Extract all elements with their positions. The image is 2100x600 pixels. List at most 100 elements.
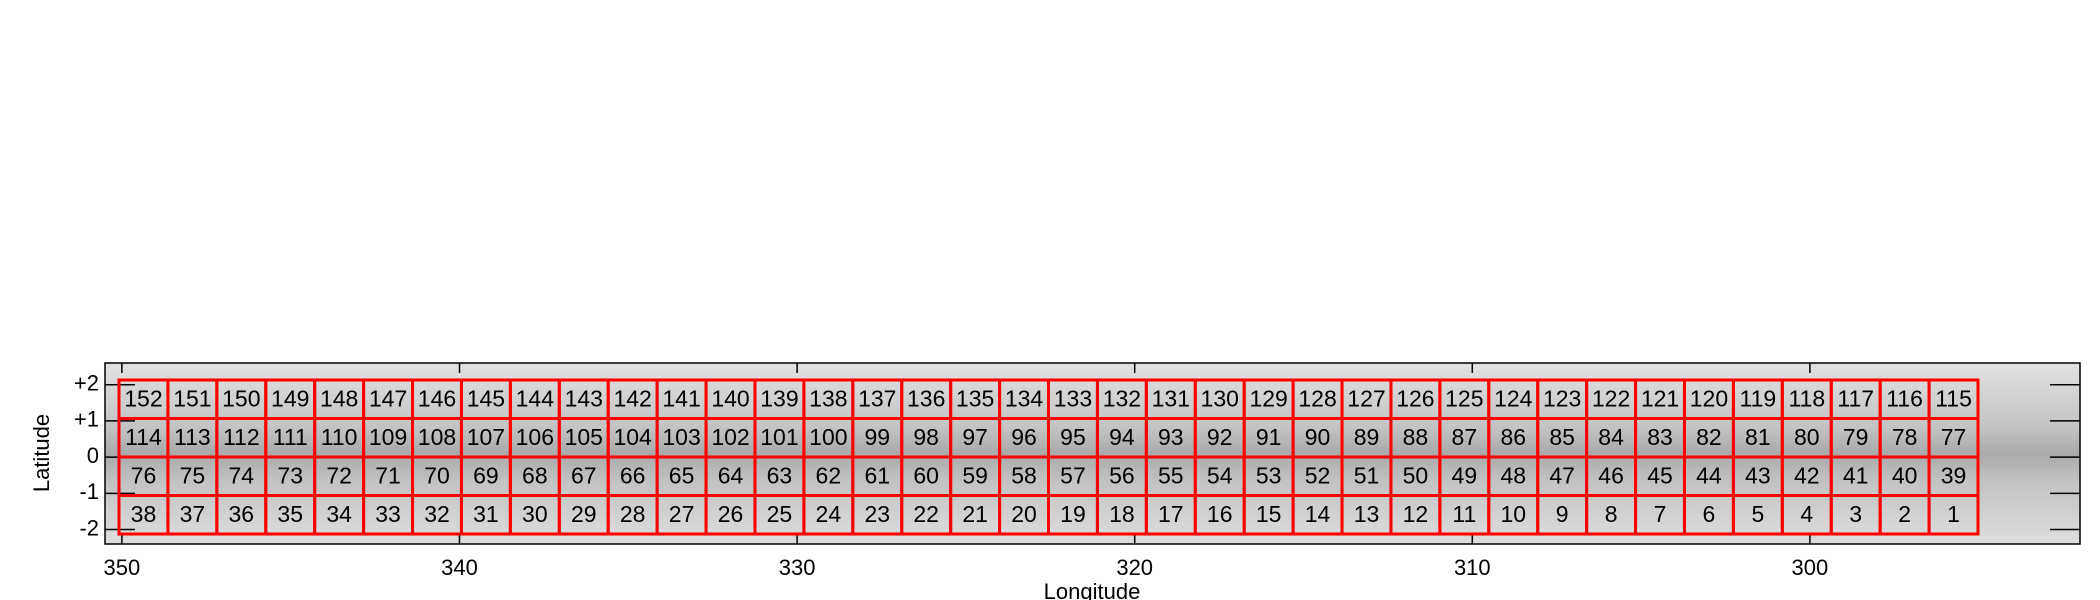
tile-number: 58 xyxy=(1011,462,1037,488)
tile-number: 132 xyxy=(1103,385,1141,411)
tile-number: 125 xyxy=(1445,385,1483,411)
tile-number: 134 xyxy=(1005,385,1044,411)
tile-number: 79 xyxy=(1843,424,1869,450)
tile-number: 109 xyxy=(369,424,407,450)
tile xyxy=(1927,494,1980,536)
tile-number: 83 xyxy=(1647,424,1673,450)
tile-number: 65 xyxy=(669,462,695,488)
y-tick-label: -1 xyxy=(79,479,99,504)
tile-number: 18 xyxy=(1109,501,1135,527)
x-tick-label: 340 xyxy=(441,555,478,580)
x-tick-label: 350 xyxy=(104,555,141,580)
tile-number: 105 xyxy=(565,424,603,450)
tile-number: 74 xyxy=(229,462,255,488)
tile-number: 43 xyxy=(1745,462,1771,488)
tile-number: 14 xyxy=(1305,501,1331,527)
tile-number: 133 xyxy=(1054,385,1092,411)
tile-number: 126 xyxy=(1396,385,1434,411)
tile-number: 88 xyxy=(1403,424,1429,450)
tile-number: 44 xyxy=(1696,462,1722,488)
tile-number: 20 xyxy=(1011,501,1037,527)
tile-number: 114 xyxy=(125,424,162,450)
tile-number: 148 xyxy=(320,385,358,411)
tile-number: 67 xyxy=(571,462,597,488)
tile-number: 87 xyxy=(1452,424,1478,450)
tile-number: 4 xyxy=(1800,501,1813,527)
tile-number: 33 xyxy=(375,501,401,527)
tile-number: 24 xyxy=(816,501,842,527)
tile-number: 8 xyxy=(1605,501,1618,527)
tile-number: 45 xyxy=(1647,462,1673,488)
tile-number: 129 xyxy=(1249,385,1287,411)
tile-number: 141 xyxy=(662,385,700,411)
tile-number: 137 xyxy=(858,385,896,411)
tile-number: 49 xyxy=(1452,462,1478,488)
tile-number: 86 xyxy=(1500,424,1526,450)
tile-number: 107 xyxy=(467,424,505,450)
tile-number: 61 xyxy=(864,462,890,488)
tile-number: 115 xyxy=(1935,385,1972,411)
tile-number: 12 xyxy=(1403,501,1429,527)
tile-number: 147 xyxy=(369,385,407,411)
tile-number: 139 xyxy=(760,385,798,411)
tile-number: 104 xyxy=(613,424,652,450)
tile-number: 120 xyxy=(1690,385,1728,411)
tile-number: 39 xyxy=(1941,462,1967,488)
tile-number: 66 xyxy=(620,462,646,488)
tile-number: 47 xyxy=(1549,462,1575,488)
tile-number: 70 xyxy=(424,462,450,488)
tile-number: 69 xyxy=(473,462,499,488)
tile-number: 136 xyxy=(907,385,945,411)
tile-number: 48 xyxy=(1500,462,1526,488)
tile-number: 96 xyxy=(1011,424,1037,450)
tile-number: 71 xyxy=(375,462,401,488)
tile-number: 102 xyxy=(711,424,749,450)
tile-number: 110 xyxy=(321,424,358,450)
tile-number: 10 xyxy=(1500,501,1526,527)
tile-number: 97 xyxy=(962,424,988,450)
tile-number: 3 xyxy=(1849,501,1862,527)
tile-number: 9 xyxy=(1556,501,1569,527)
tile-number: 76 xyxy=(131,462,157,488)
tile-number: 151 xyxy=(173,385,211,411)
tile-number: 46 xyxy=(1598,462,1624,488)
tile-number: 19 xyxy=(1060,501,1086,527)
tile-number: 68 xyxy=(522,462,548,488)
tile-number: 52 xyxy=(1305,462,1331,488)
tile-number: 82 xyxy=(1696,424,1722,450)
tile-number: 32 xyxy=(424,501,450,527)
tile-number: 29 xyxy=(571,501,597,527)
tile-number: 13 xyxy=(1354,501,1380,527)
tile-number: 73 xyxy=(277,462,303,488)
tile-number: 22 xyxy=(913,501,939,527)
tile-number: 62 xyxy=(816,462,842,488)
tile-number: 51 xyxy=(1354,462,1380,488)
tile-number: 25 xyxy=(767,501,793,527)
y-tick-label: -2 xyxy=(79,515,99,540)
tile-number: 75 xyxy=(180,462,206,488)
tile-number: 16 xyxy=(1207,501,1233,527)
y-tick-label: 0 xyxy=(87,443,99,468)
tile-number: 91 xyxy=(1256,424,1282,450)
tile-number: 7 xyxy=(1654,501,1667,527)
tile-number: 118 xyxy=(1788,385,1825,411)
x-axis-title: Longitude xyxy=(1044,579,1141,600)
tile-number: 112 xyxy=(223,424,260,450)
tile-number: 28 xyxy=(620,501,646,527)
tile-number: 90 xyxy=(1305,424,1331,450)
tile-number: 122 xyxy=(1592,385,1630,411)
tile-number: 143 xyxy=(565,385,603,411)
x-tick-label: 330 xyxy=(779,555,816,580)
y-tick-label: +1 xyxy=(74,407,99,432)
tile-number: 100 xyxy=(809,424,847,450)
y-axis-title: Latitude xyxy=(29,414,54,492)
tile-number: 26 xyxy=(718,501,744,527)
tile-number: 11 xyxy=(1452,501,1476,527)
tile-number: 50 xyxy=(1403,462,1429,488)
tile-number: 128 xyxy=(1298,385,1336,411)
tile-number: 41 xyxy=(1843,462,1869,488)
tile-number: 144 xyxy=(516,385,555,411)
tile-number: 145 xyxy=(467,385,505,411)
tile-number: 142 xyxy=(613,385,651,411)
map-background xyxy=(105,363,2080,544)
